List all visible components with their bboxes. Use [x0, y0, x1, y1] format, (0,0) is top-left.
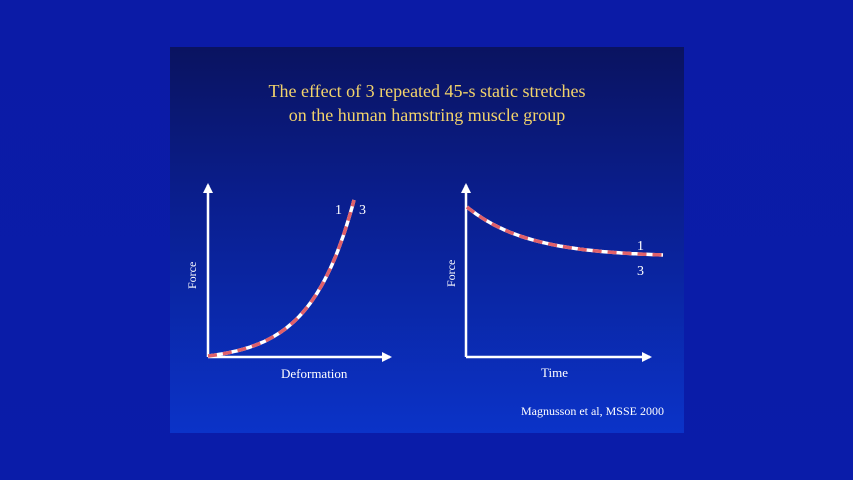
charts-area: 1 3 Force Deformation 1 3 Force Time: [185, 183, 664, 381]
chart-time-x-label: Time: [541, 365, 568, 380]
chart-deformation-series-3-curve: [207, 199, 356, 358]
chart-time-series-3-curve: [465, 205, 664, 257]
chart-time-y-label: Force: [444, 260, 458, 287]
slide-title-line-2: on the human hamstring muscle group: [288, 105, 566, 125]
chart-deformation-curve-label-3: 3: [359, 203, 366, 218]
chart-deformation-y-label: Force: [185, 262, 199, 289]
slide-title-line-1: The effect of 3 repeated 45-s static str…: [268, 81, 586, 101]
slide: The effect of 3 repeated 45-s static str…: [170, 47, 684, 433]
chart-deformation: 1 3 Force Deformation: [185, 183, 392, 381]
citation: Magnusson et al, MSSE 2000: [520, 404, 664, 418]
chart-time-curve-label-1: 1: [637, 239, 644, 254]
chart-deformation-curve-label-1: 1: [335, 203, 342, 218]
chart-time-curve-label-3: 3: [637, 264, 644, 279]
chart-time: 1 3 Force Time: [444, 183, 664, 380]
chart-deformation-x-label: Deformation: [281, 366, 348, 381]
